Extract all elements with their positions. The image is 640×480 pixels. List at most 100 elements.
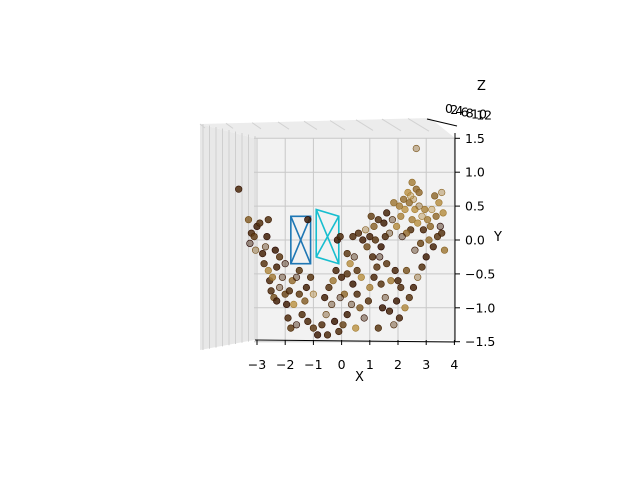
data-point xyxy=(260,260,268,268)
data-point xyxy=(426,222,435,230)
data-point xyxy=(409,283,418,292)
data-point xyxy=(292,273,301,281)
side-pane xyxy=(200,124,254,350)
x-tick-label: 4 xyxy=(450,357,458,372)
data-point xyxy=(366,233,374,241)
data-point xyxy=(356,304,364,312)
data-point xyxy=(273,263,281,271)
data-point xyxy=(374,324,382,332)
data-point xyxy=(363,243,371,251)
data-point xyxy=(393,297,401,305)
data-point xyxy=(369,253,377,261)
data-point xyxy=(347,300,356,309)
data-point xyxy=(415,202,423,210)
z-tick-label: 0 xyxy=(445,101,453,116)
data-point xyxy=(336,233,344,241)
data-point xyxy=(377,280,385,288)
data-point xyxy=(284,314,292,322)
z-axis-line xyxy=(426,118,458,127)
data-point xyxy=(435,199,443,207)
data-point xyxy=(309,290,318,298)
data-point xyxy=(395,314,404,322)
data-point xyxy=(378,304,387,312)
axes: −3 −2 −1 0 1 2 3 4−1.5−1.0−0.50.00.51.01.502468… xyxy=(248,101,496,372)
data-point xyxy=(414,273,422,281)
data-point xyxy=(411,246,419,254)
y-tick-label: −1.5 xyxy=(465,334,495,349)
data-point xyxy=(393,222,401,230)
top-grid-line xyxy=(329,120,346,131)
data-point xyxy=(261,243,270,251)
data-point xyxy=(314,331,322,339)
data-point xyxy=(377,243,385,251)
data-point xyxy=(424,216,432,224)
data-point xyxy=(298,311,306,319)
x-axis-line xyxy=(254,339,456,343)
data-point xyxy=(425,236,433,244)
data-point xyxy=(244,216,253,224)
data-point xyxy=(418,263,426,271)
y-tick-label: 0.5 xyxy=(465,199,485,214)
data-point xyxy=(309,324,318,332)
data-point xyxy=(397,283,405,292)
data-point xyxy=(335,327,343,336)
data-point xyxy=(374,216,382,224)
data-point xyxy=(325,283,333,292)
data-point xyxy=(349,280,357,288)
data-point xyxy=(395,202,404,210)
data-point xyxy=(295,290,303,298)
data-point xyxy=(339,321,347,329)
data-point xyxy=(362,226,370,234)
data-point xyxy=(364,297,373,305)
data-point xyxy=(360,314,368,322)
data-point xyxy=(390,321,398,329)
data-point xyxy=(394,277,402,285)
data-point xyxy=(383,260,391,268)
data-point xyxy=(307,273,315,281)
data-point xyxy=(370,222,378,230)
data-point xyxy=(278,273,287,281)
data-point xyxy=(380,219,388,227)
data-point xyxy=(235,185,243,193)
data-point xyxy=(287,324,295,332)
data-point xyxy=(301,297,309,305)
data-point xyxy=(295,266,303,275)
data-point xyxy=(415,188,423,197)
data-point xyxy=(271,246,279,254)
data-point xyxy=(421,205,429,214)
data-point xyxy=(343,311,351,319)
z-tick-label: 8 xyxy=(466,105,474,120)
data-point xyxy=(263,233,271,241)
x-tick-label: 2 xyxy=(394,357,402,372)
top-pane xyxy=(200,118,455,138)
data-point xyxy=(390,199,398,207)
data-point xyxy=(352,324,360,332)
data-point xyxy=(414,219,422,227)
data-point xyxy=(354,229,363,237)
data-point xyxy=(304,317,312,326)
data-point xyxy=(331,317,339,326)
data-point xyxy=(422,253,430,261)
data-point xyxy=(353,266,361,275)
data-point xyxy=(370,273,378,281)
z-tick-label: 6 xyxy=(461,104,469,119)
top-grid-line xyxy=(355,119,374,131)
top-grid-line xyxy=(407,117,430,132)
data-point xyxy=(388,216,397,224)
data-point xyxy=(318,321,326,329)
top-grid-line xyxy=(225,122,234,129)
x-tick-label: 1 xyxy=(366,357,374,372)
data-point xyxy=(373,263,381,271)
data-point xyxy=(408,178,416,186)
data-point xyxy=(429,243,437,251)
data-point xyxy=(401,304,409,312)
y-tick-label: −0.5 xyxy=(465,266,495,281)
data-point xyxy=(250,233,258,241)
data-point xyxy=(252,246,260,254)
data-point xyxy=(268,273,277,281)
data-point xyxy=(338,273,346,281)
data-point xyxy=(332,266,340,275)
data-point xyxy=(419,226,428,234)
z-tick-label: 4 xyxy=(455,103,463,118)
